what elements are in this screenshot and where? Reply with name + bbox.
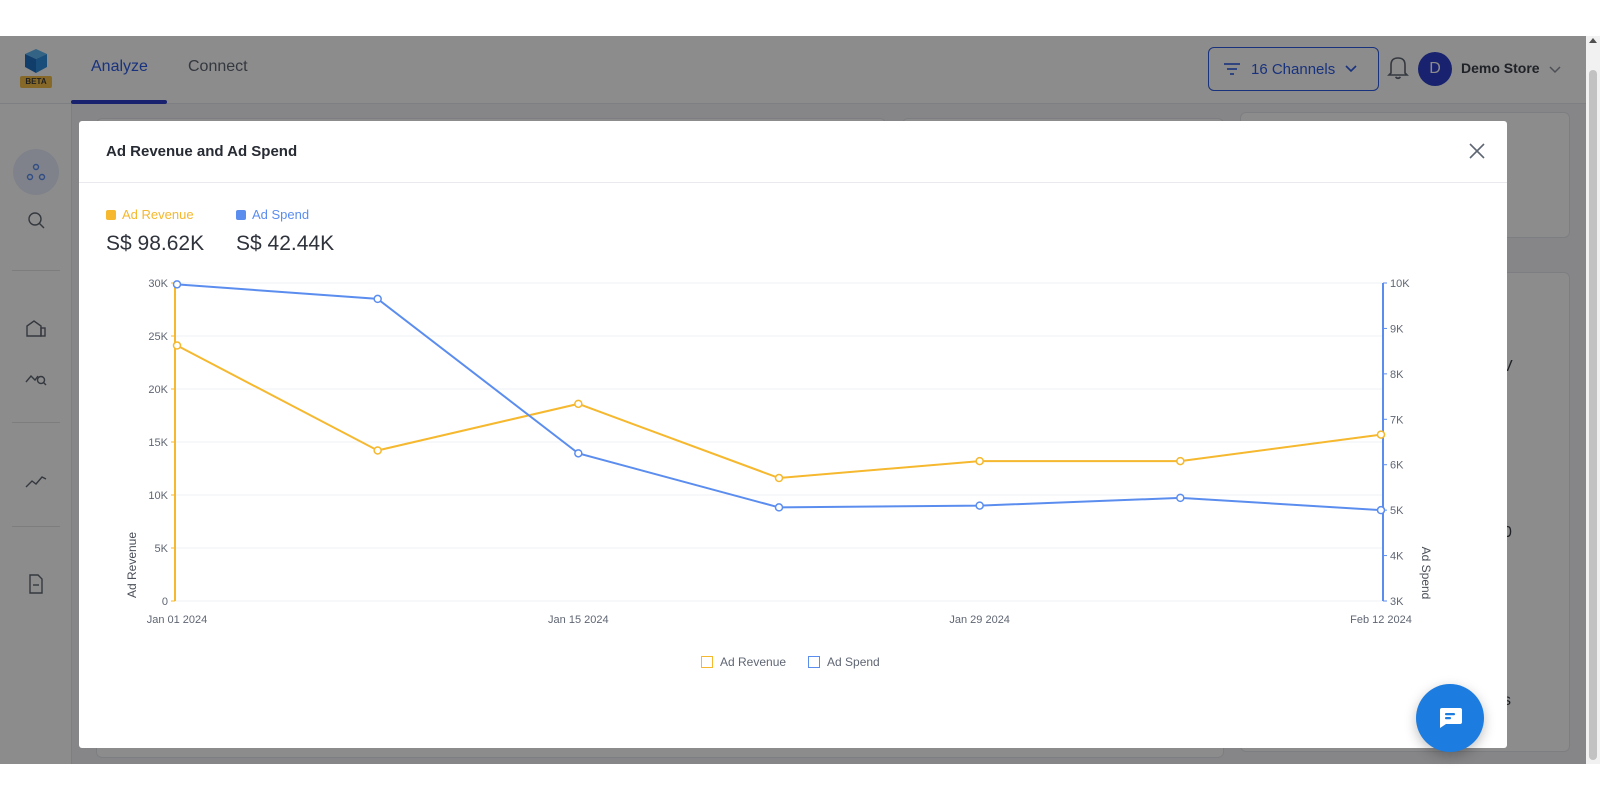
summary-value: S$ 98.62K	[106, 232, 205, 255]
x-tick-label: Jan 29 2024	[949, 614, 1010, 626]
summary-ad-revenue: Ad Revenue S$ 98.62K	[106, 207, 204, 256]
notification-bell-icon[interactable]	[1386, 54, 1410, 80]
y-right-tick-label: 3K	[1390, 596, 1404, 608]
sidebar	[0, 104, 72, 764]
data-point	[172, 341, 182, 350]
legend-swatch	[808, 656, 820, 668]
y-right-axis-label: Ad Spend	[1419, 547, 1433, 600]
store-icon[interactable]	[24, 316, 48, 340]
chevron-down-icon	[1345, 65, 1357, 73]
y-left-axis-label: Ad Revenue	[125, 532, 139, 598]
network-icon[interactable]	[24, 160, 48, 184]
line-chart-icon[interactable]	[24, 470, 48, 494]
legend-label: Ad Revenue	[720, 655, 787, 669]
sidebar-active-highlight	[13, 149, 59, 195]
data-point	[1376, 505, 1386, 515]
modal-header: Ad Revenue and Ad Spend	[79, 121, 1507, 183]
tab-connect[interactable]: Connect	[188, 58, 248, 75]
y-left-tick-label: 15K	[148, 437, 168, 449]
summary-value: S$ 42.44K	[236, 232, 335, 255]
y-right-tick-label: 5K	[1390, 505, 1404, 517]
user-avatar[interactable]: D	[1418, 52, 1452, 86]
logo-cube-icon	[25, 49, 47, 73]
data-point	[172, 280, 182, 289]
y-right-tick-label: 4K	[1390, 551, 1404, 563]
background-text: V	[1502, 358, 1513, 375]
filter-icon	[1224, 63, 1240, 75]
y-left-tick-label: 25K	[148, 331, 168, 343]
data-point	[574, 399, 583, 409]
legend-swatch	[701, 656, 713, 668]
legend-label: Ad Spend	[827, 655, 880, 669]
top-navigation-bar: BETA Analyze Connect 16 Channels D Demo …	[0, 36, 1586, 104]
y-right-tick-label: 9K	[1390, 323, 1404, 335]
background-text: s	[1503, 692, 1511, 709]
channels-label: 16 Channels	[1251, 60, 1336, 78]
y-left-tick-label: 30K	[148, 278, 168, 290]
chevron-down-icon[interactable]	[1548, 62, 1562, 76]
document-icon[interactable]	[24, 572, 48, 596]
data-point	[1176, 456, 1185, 466]
app-logo[interactable]: BETA	[20, 48, 52, 92]
legend-item-revenue[interactable]: Ad Revenue	[701, 655, 786, 669]
scrollbar-thumb[interactable]	[1589, 70, 1597, 760]
close-icon[interactable]	[1467, 141, 1487, 161]
y-right-tick-label: 7K	[1390, 414, 1404, 426]
x-tick-label: Jan 15 2024	[548, 614, 609, 626]
x-tick-label: Feb 12 2024	[1350, 614, 1412, 626]
data-point	[1176, 493, 1185, 503]
series-line-ad-revenue	[176, 344, 1382, 480]
revenue-swatch	[106, 209, 116, 220]
background-text: 0	[1503, 524, 1512, 541]
chat-icon	[1440, 708, 1462, 728]
data-point	[774, 503, 784, 512]
summary-ad-spend: Ad Spend S$ 42.44K	[236, 207, 334, 256]
y-left-tick-label: 0	[162, 596, 168, 608]
modal-title: Ad Revenue and Ad Spend	[106, 143, 298, 160]
sidebar-divider	[12, 422, 60, 423]
y-left-tick-label: 5K	[155, 543, 169, 555]
trend-search-icon[interactable]	[24, 366, 48, 390]
data-point	[975, 456, 984, 466]
legend-item-spend[interactable]: Ad Spend	[808, 655, 880, 669]
chat-button[interactable]	[1416, 684, 1484, 752]
store-name[interactable]: Demo Store	[1461, 60, 1540, 76]
channels-filter-button[interactable]: 16 Channels	[1208, 47, 1379, 91]
data-point	[373, 294, 382, 304]
summary-label: Ad Spend	[252, 207, 310, 222]
data-point	[574, 449, 583, 458]
scroll-up-arrow-icon[interactable]	[1589, 38, 1597, 43]
active-tab-indicator	[71, 100, 167, 104]
y-right-tick-label: 6K	[1390, 460, 1404, 472]
y-right-tick-label: 8K	[1390, 369, 1404, 381]
data-point	[774, 473, 784, 483]
x-tick-label: Jan 01 2024	[147, 614, 208, 626]
beta-badge: BETA	[20, 76, 52, 88]
data-point	[373, 446, 382, 455]
data-point	[975, 501, 984, 510]
search-analytics-icon[interactable]	[24, 208, 48, 232]
data-point	[1376, 430, 1386, 439]
sidebar-divider	[12, 270, 60, 271]
page-scrollbar[interactable]	[1586, 36, 1600, 764]
y-left-tick-label: 20K	[148, 384, 168, 396]
line-chart: 0 5K 10K 15K 20K 25K 30K 3K 4K 5K 6K 7K 8K 9K 10K Ad Re…	[125, 278, 1433, 626]
chart-modal: Ad Revenue and Ad Spend Ad Revenue S$ 98…	[79, 121, 1507, 748]
spend-swatch	[236, 209, 246, 220]
sidebar-divider	[12, 526, 60, 527]
tab-analyze[interactable]: Analyze	[91, 58, 148, 75]
summary-label: Ad Revenue	[122, 207, 194, 222]
y-right-tick-label: 10K	[1390, 278, 1410, 290]
y-left-tick-label: 10K	[148, 490, 168, 502]
